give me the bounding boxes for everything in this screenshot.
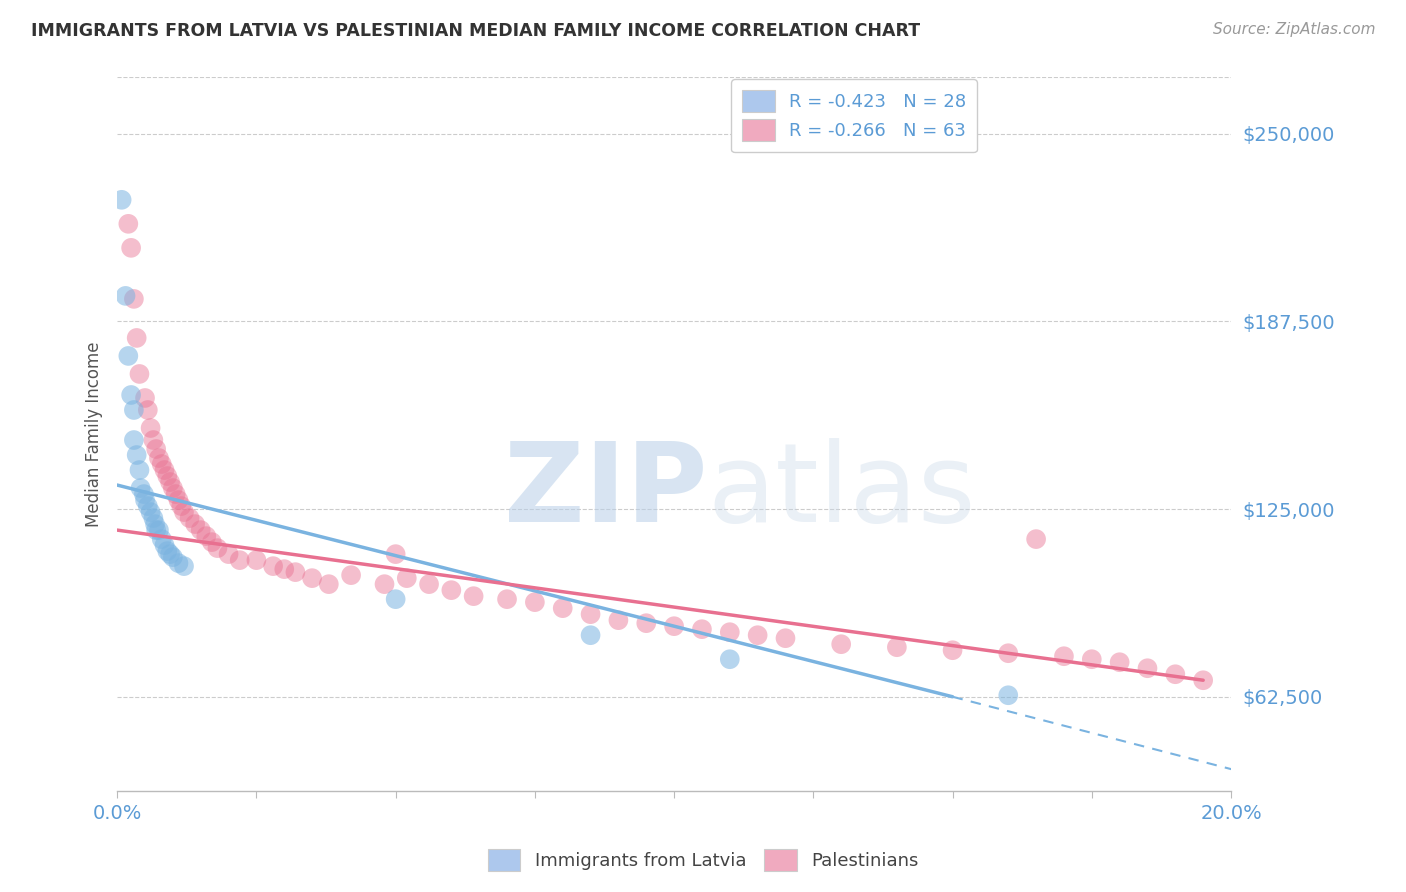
Point bbox=[139, 505, 162, 519]
Point bbox=[142, 433, 165, 447]
Point bbox=[775, 631, 797, 645]
Point bbox=[167, 556, 190, 570]
Point bbox=[273, 562, 295, 576]
Point bbox=[139, 421, 162, 435]
Point bbox=[120, 241, 142, 255]
Point bbox=[496, 592, 519, 607]
Point bbox=[1136, 661, 1159, 675]
Point bbox=[128, 367, 150, 381]
Point bbox=[340, 568, 363, 582]
Point bbox=[150, 457, 173, 471]
Point bbox=[162, 481, 184, 495]
Point bbox=[1108, 655, 1130, 669]
Point bbox=[117, 349, 139, 363]
Point bbox=[156, 544, 179, 558]
Point bbox=[122, 433, 145, 447]
Point bbox=[579, 607, 602, 622]
Point bbox=[114, 289, 136, 303]
Point bbox=[942, 643, 965, 657]
Point bbox=[129, 481, 152, 495]
Point bbox=[165, 487, 187, 501]
Point bbox=[551, 601, 574, 615]
Point bbox=[167, 493, 190, 508]
Point bbox=[173, 505, 195, 519]
Point bbox=[150, 532, 173, 546]
Point bbox=[1053, 649, 1076, 664]
Point bbox=[156, 469, 179, 483]
Point bbox=[1025, 532, 1047, 546]
Point bbox=[170, 499, 193, 513]
Text: ZIP: ZIP bbox=[505, 438, 707, 545]
Point bbox=[179, 511, 201, 525]
Point bbox=[463, 589, 485, 603]
Point bbox=[218, 547, 240, 561]
Text: IMMIGRANTS FROM LATVIA VS PALESTINIAN MEDIAN FAMILY INCOME CORRELATION CHART: IMMIGRANTS FROM LATVIA VS PALESTINIAN ME… bbox=[31, 22, 920, 40]
Point bbox=[190, 523, 212, 537]
Point bbox=[318, 577, 340, 591]
Point bbox=[384, 547, 406, 561]
Point bbox=[262, 559, 284, 574]
Point bbox=[162, 550, 184, 565]
Point bbox=[111, 193, 134, 207]
Legend: R = -0.423   N = 28, R = -0.266   N = 63: R = -0.423 N = 28, R = -0.266 N = 63 bbox=[731, 79, 977, 153]
Point bbox=[134, 391, 156, 405]
Point bbox=[718, 652, 741, 666]
Point bbox=[136, 499, 159, 513]
Text: atlas: atlas bbox=[707, 438, 976, 545]
Point bbox=[145, 442, 167, 456]
Point bbox=[145, 523, 167, 537]
Point bbox=[830, 637, 852, 651]
Point bbox=[440, 583, 463, 598]
Point bbox=[373, 577, 395, 591]
Point bbox=[523, 595, 546, 609]
Point bbox=[134, 493, 156, 508]
Point bbox=[153, 463, 176, 477]
Point bbox=[997, 646, 1019, 660]
Point bbox=[142, 511, 165, 525]
Point bbox=[184, 517, 207, 532]
Point bbox=[195, 529, 218, 543]
Text: Source: ZipAtlas.com: Source: ZipAtlas.com bbox=[1212, 22, 1375, 37]
Point bbox=[747, 628, 769, 642]
Point bbox=[384, 592, 406, 607]
Point bbox=[125, 448, 148, 462]
Point bbox=[132, 487, 155, 501]
Point bbox=[662, 619, 685, 633]
Point bbox=[228, 553, 250, 567]
Point bbox=[117, 217, 139, 231]
Point bbox=[159, 475, 181, 489]
Point bbox=[997, 688, 1019, 702]
Point bbox=[636, 616, 658, 631]
Point bbox=[120, 388, 142, 402]
Point bbox=[607, 613, 630, 627]
Y-axis label: Median Family Income: Median Family Income bbox=[86, 342, 103, 527]
Point bbox=[143, 517, 166, 532]
Point bbox=[173, 559, 195, 574]
Point bbox=[153, 538, 176, 552]
Point bbox=[207, 541, 229, 555]
Point bbox=[122, 403, 145, 417]
Point bbox=[1192, 673, 1215, 688]
Point bbox=[301, 571, 323, 585]
Point bbox=[690, 622, 713, 636]
Point bbox=[1164, 667, 1187, 681]
Point bbox=[418, 577, 440, 591]
Point bbox=[125, 331, 148, 345]
Point bbox=[159, 547, 181, 561]
Point bbox=[128, 463, 150, 477]
Legend: Immigrants from Latvia, Palestinians: Immigrants from Latvia, Palestinians bbox=[481, 842, 925, 879]
Point bbox=[245, 553, 267, 567]
Point bbox=[148, 523, 170, 537]
Point bbox=[201, 535, 224, 549]
Point bbox=[886, 640, 908, 655]
Point bbox=[148, 450, 170, 465]
Point bbox=[1081, 652, 1104, 666]
Point bbox=[122, 292, 145, 306]
Point bbox=[579, 628, 602, 642]
Point bbox=[136, 403, 159, 417]
Point bbox=[718, 625, 741, 640]
Point bbox=[395, 571, 418, 585]
Point bbox=[284, 565, 307, 579]
